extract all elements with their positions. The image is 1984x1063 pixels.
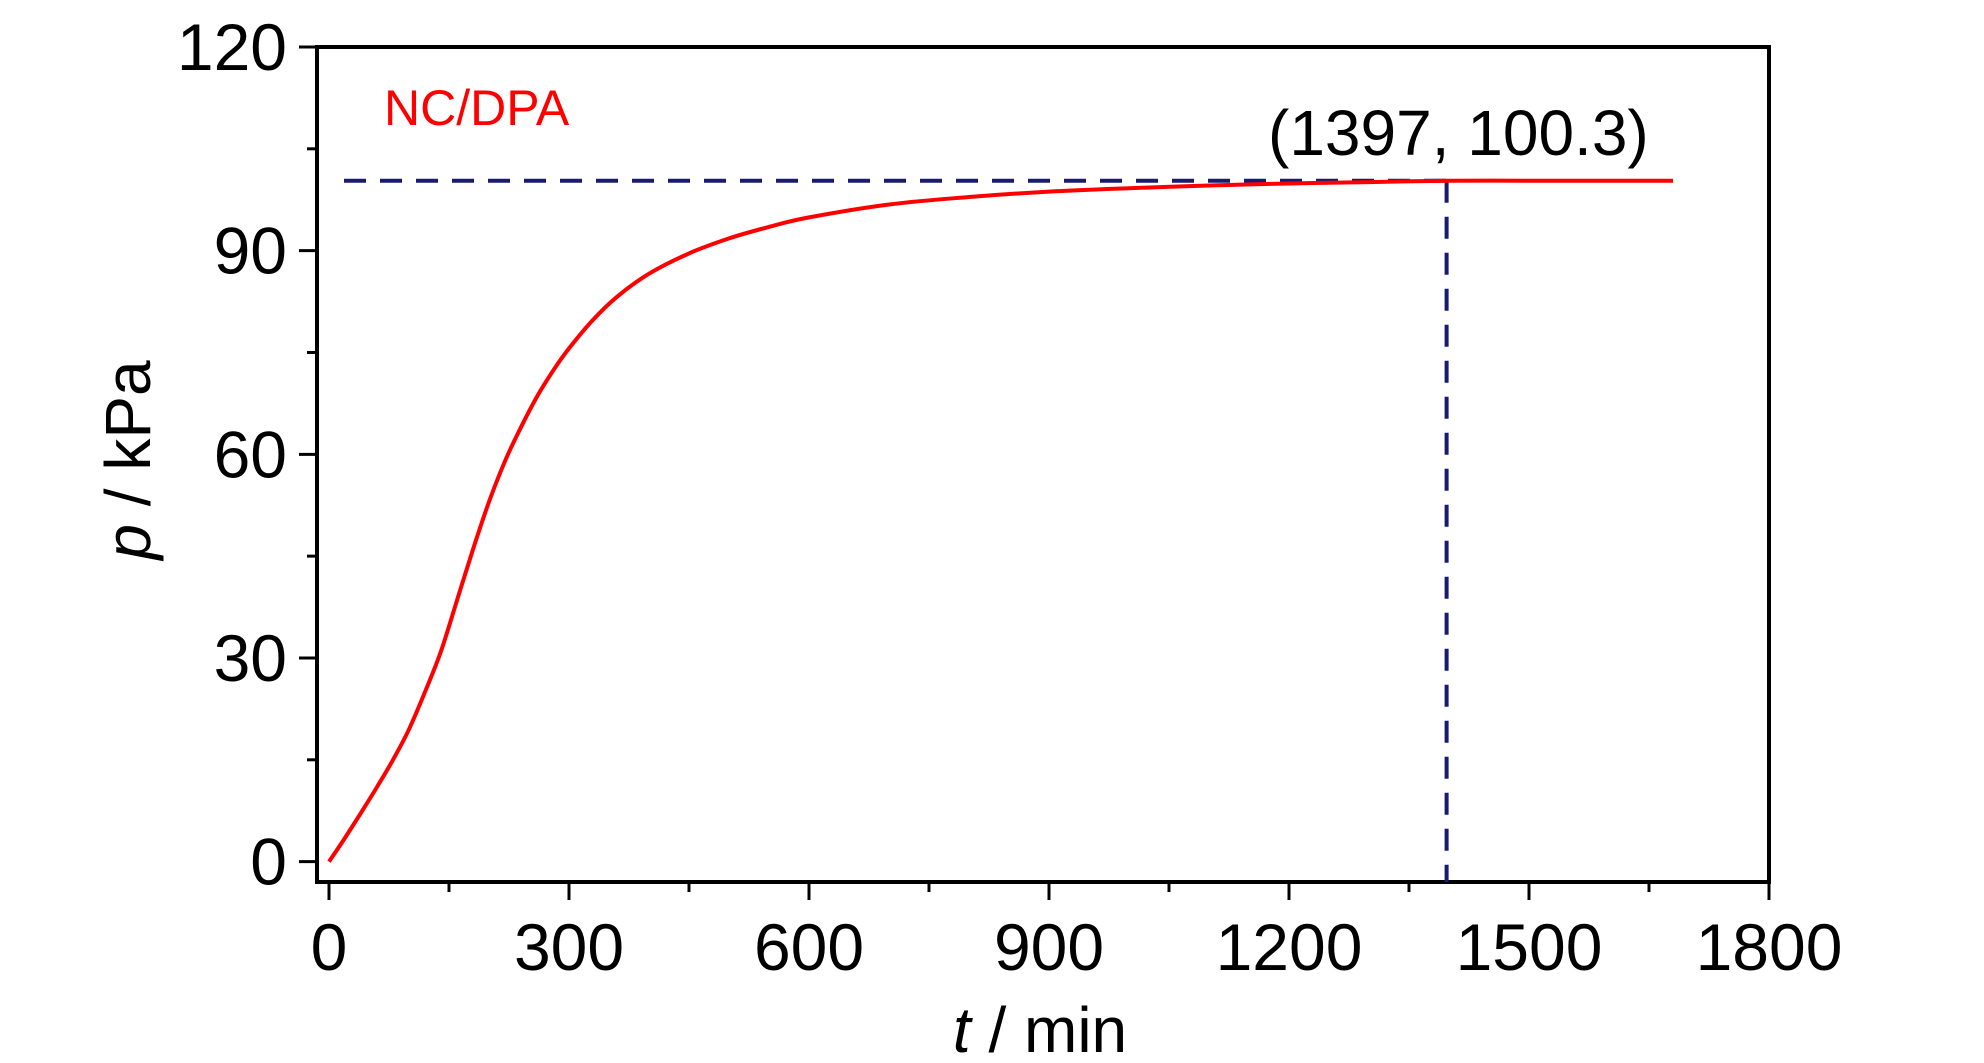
y-axis-title: p / kPa [92,360,164,562]
y-tick-label: 30 [214,621,287,695]
legend-entry-label: NC/DPA [384,80,570,136]
y-tick-label: 90 [214,214,287,288]
x-tick-label: 1200 [1216,910,1363,984]
series-layer [327,178,1673,863]
x-tick-label: 600 [754,910,864,984]
y-tick-label: 60 [214,417,287,491]
plot-frame [315,45,1771,884]
y-tick-label: 0 [250,825,287,899]
y-tick-label: 120 [177,10,287,84]
annotation-label: (1397, 100.3) [1268,97,1649,169]
x-axis-title: t / min [953,994,1127,1063]
x-tick-label: 900 [994,910,1104,984]
series-line-nc-dpa [327,178,1673,863]
x-tick-label: 1800 [1696,910,1843,984]
y-axis-title-symbol: p [92,524,164,562]
x-axis-title-symbol: t [953,994,973,1063]
x-tick-label: 1500 [1456,910,1603,984]
x-tick-label: 0 [311,910,348,984]
ticks-layer: 0 300 600 900 1200 1500 1800 0 30 60 90 120 [177,10,1843,984]
guides-layer [344,178,1449,882]
y-axis-title-unit: / kPa [92,360,164,524]
x-axis-title-unit: / min [971,994,1127,1063]
x-tick-label: 300 [514,910,624,984]
